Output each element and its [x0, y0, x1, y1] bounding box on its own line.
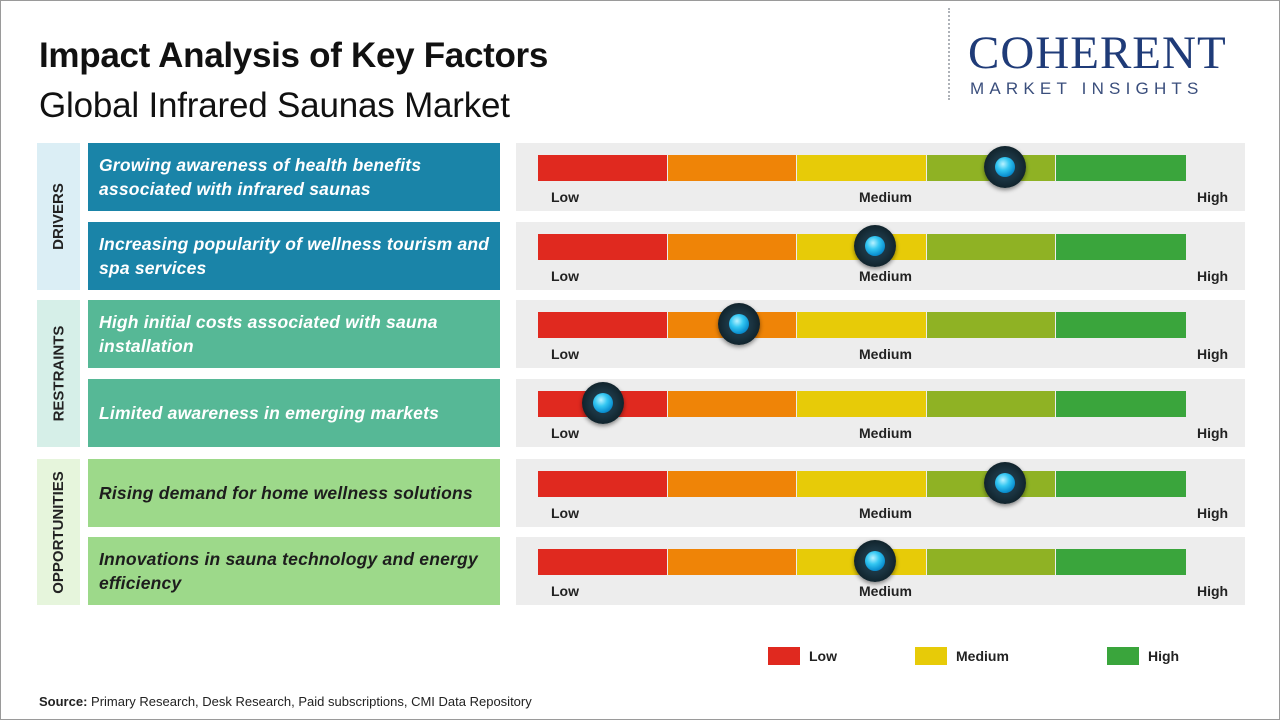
- category-label: OPPORTUNITIES: [50, 470, 68, 594]
- scale-segment-3: [797, 155, 926, 181]
- legend-label: Medium: [956, 648, 1009, 664]
- scale-label-medium: Medium: [859, 346, 912, 362]
- scale-label-high: High: [1197, 583, 1229, 599]
- factor-label: Growing awareness of health benefits ass…: [88, 143, 500, 211]
- category-label: DRIVERS: [50, 183, 67, 250]
- legend-item-medium: Medium: [915, 647, 1009, 665]
- impact-indicator-knob: [581, 382, 624, 424]
- scale-label-low: Low: [551, 346, 579, 362]
- company-logo: COHERENT: [968, 27, 1227, 79]
- scale-segment-2: [667, 234, 797, 260]
- scale-label-medium: Medium: [859, 505, 912, 521]
- scale-segment-5: [1056, 549, 1186, 575]
- category-drivers: DRIVERS: [37, 143, 80, 290]
- legend-label: Low: [809, 648, 837, 664]
- impact-indicator-knob: [853, 540, 896, 582]
- legend-label: High: [1148, 648, 1180, 664]
- category-label: RESTRAINTS: [50, 325, 67, 422]
- scale-label-high: High: [1197, 189, 1229, 205]
- scale-segment-5: [1056, 155, 1186, 181]
- scale-segment-1: [538, 312, 667, 338]
- scale-segment-3: [797, 471, 926, 497]
- impact-gauge: Low Medium High: [516, 537, 1245, 605]
- impact-scale-bar: [538, 471, 1186, 497]
- category-opportunities: OPPORTUNITIES: [37, 459, 80, 605]
- legend-swatch: [1107, 647, 1139, 665]
- source-text: Primary Research, Desk Research, Paid su…: [91, 694, 532, 709]
- impact-gauge: Low Medium High: [516, 300, 1245, 368]
- scale-segment-4: [926, 312, 1056, 338]
- impact-indicator-knob: [983, 462, 1026, 504]
- impact-indicator-knob: [853, 225, 896, 267]
- source-label: Source:: [39, 694, 88, 709]
- scale-label-high: High: [1197, 268, 1229, 284]
- logo-divider: [948, 8, 950, 100]
- source-note: Source: Primary Research, Desk Research,…: [39, 694, 532, 709]
- scale-segment-5: [1056, 391, 1186, 417]
- impact-gauge: Low Medium High: [516, 222, 1245, 290]
- impact-indicator-knob: [983, 146, 1026, 188]
- impact-gauge: Low Medium High: [516, 143, 1245, 211]
- scale-segment-3: [797, 312, 926, 338]
- factor-label: Rising demand for home wellness solution…: [88, 459, 500, 527]
- factor-label: High initial costs associated with sauna…: [88, 300, 500, 368]
- page-subtitle: Global Infrared Saunas Market: [39, 86, 510, 125]
- scale-label-low: Low: [551, 425, 579, 441]
- scale-label-high: High: [1197, 346, 1229, 362]
- scale-segment-4: [926, 391, 1056, 417]
- scale-segment-1: [538, 549, 667, 575]
- scale-label-low: Low: [551, 189, 579, 205]
- scale-segment-1: [538, 155, 667, 181]
- legend-swatch: [768, 647, 800, 665]
- scale-segment-4: [926, 549, 1056, 575]
- impact-scale-bar: [538, 312, 1186, 338]
- impact-scale-bar: [538, 549, 1186, 575]
- factor-label: Innovations in sauna technology and ener…: [88, 537, 500, 605]
- impact-scale-bar: [538, 234, 1186, 260]
- scale-label-high: High: [1197, 505, 1229, 521]
- scale-label-low: Low: [551, 583, 579, 599]
- legend-item-high: High: [1107, 647, 1179, 665]
- scale-segment-2: [667, 155, 797, 181]
- factor-label: Limited awareness in emerging markets: [88, 379, 500, 447]
- scale-segment-5: [1056, 312, 1186, 338]
- scale-segment-5: [1056, 471, 1186, 497]
- scale-segment-5: [1056, 234, 1186, 260]
- scale-label-low: Low: [551, 268, 579, 284]
- scale-segment-1: [538, 471, 667, 497]
- page-title: Impact Analysis of Key Factors: [39, 36, 549, 75]
- impact-gauge: Low Medium High: [516, 459, 1245, 527]
- scale-label-medium: Medium: [859, 425, 912, 441]
- scale-label-medium: Medium: [859, 268, 912, 284]
- impact-scale-bar: [538, 391, 1186, 417]
- scale-segment-3: [797, 391, 926, 417]
- scale-segment-1: [538, 234, 667, 260]
- scale-label-low: Low: [551, 505, 579, 521]
- scale-segment-2: [667, 471, 797, 497]
- scale-segment-2: [667, 549, 797, 575]
- scale-label-medium: Medium: [859, 189, 912, 205]
- scale-label-high: High: [1197, 425, 1229, 441]
- scale-label-medium: Medium: [859, 583, 912, 599]
- legend-swatch: [915, 647, 947, 665]
- scale-segment-2: [667, 391, 797, 417]
- impact-scale-bar: [538, 155, 1186, 181]
- factor-label: Increasing popularity of wellness touris…: [88, 222, 500, 290]
- company-logo-tagline: MARKET INSIGHTS: [970, 79, 1204, 98]
- impact-indicator-knob: [717, 303, 760, 345]
- scale-segment-4: [926, 234, 1056, 260]
- impact-gauge: Low Medium High: [516, 379, 1245, 447]
- category-restraints: RESTRAINTS: [37, 300, 80, 447]
- legend-item-low: Low: [768, 647, 837, 665]
